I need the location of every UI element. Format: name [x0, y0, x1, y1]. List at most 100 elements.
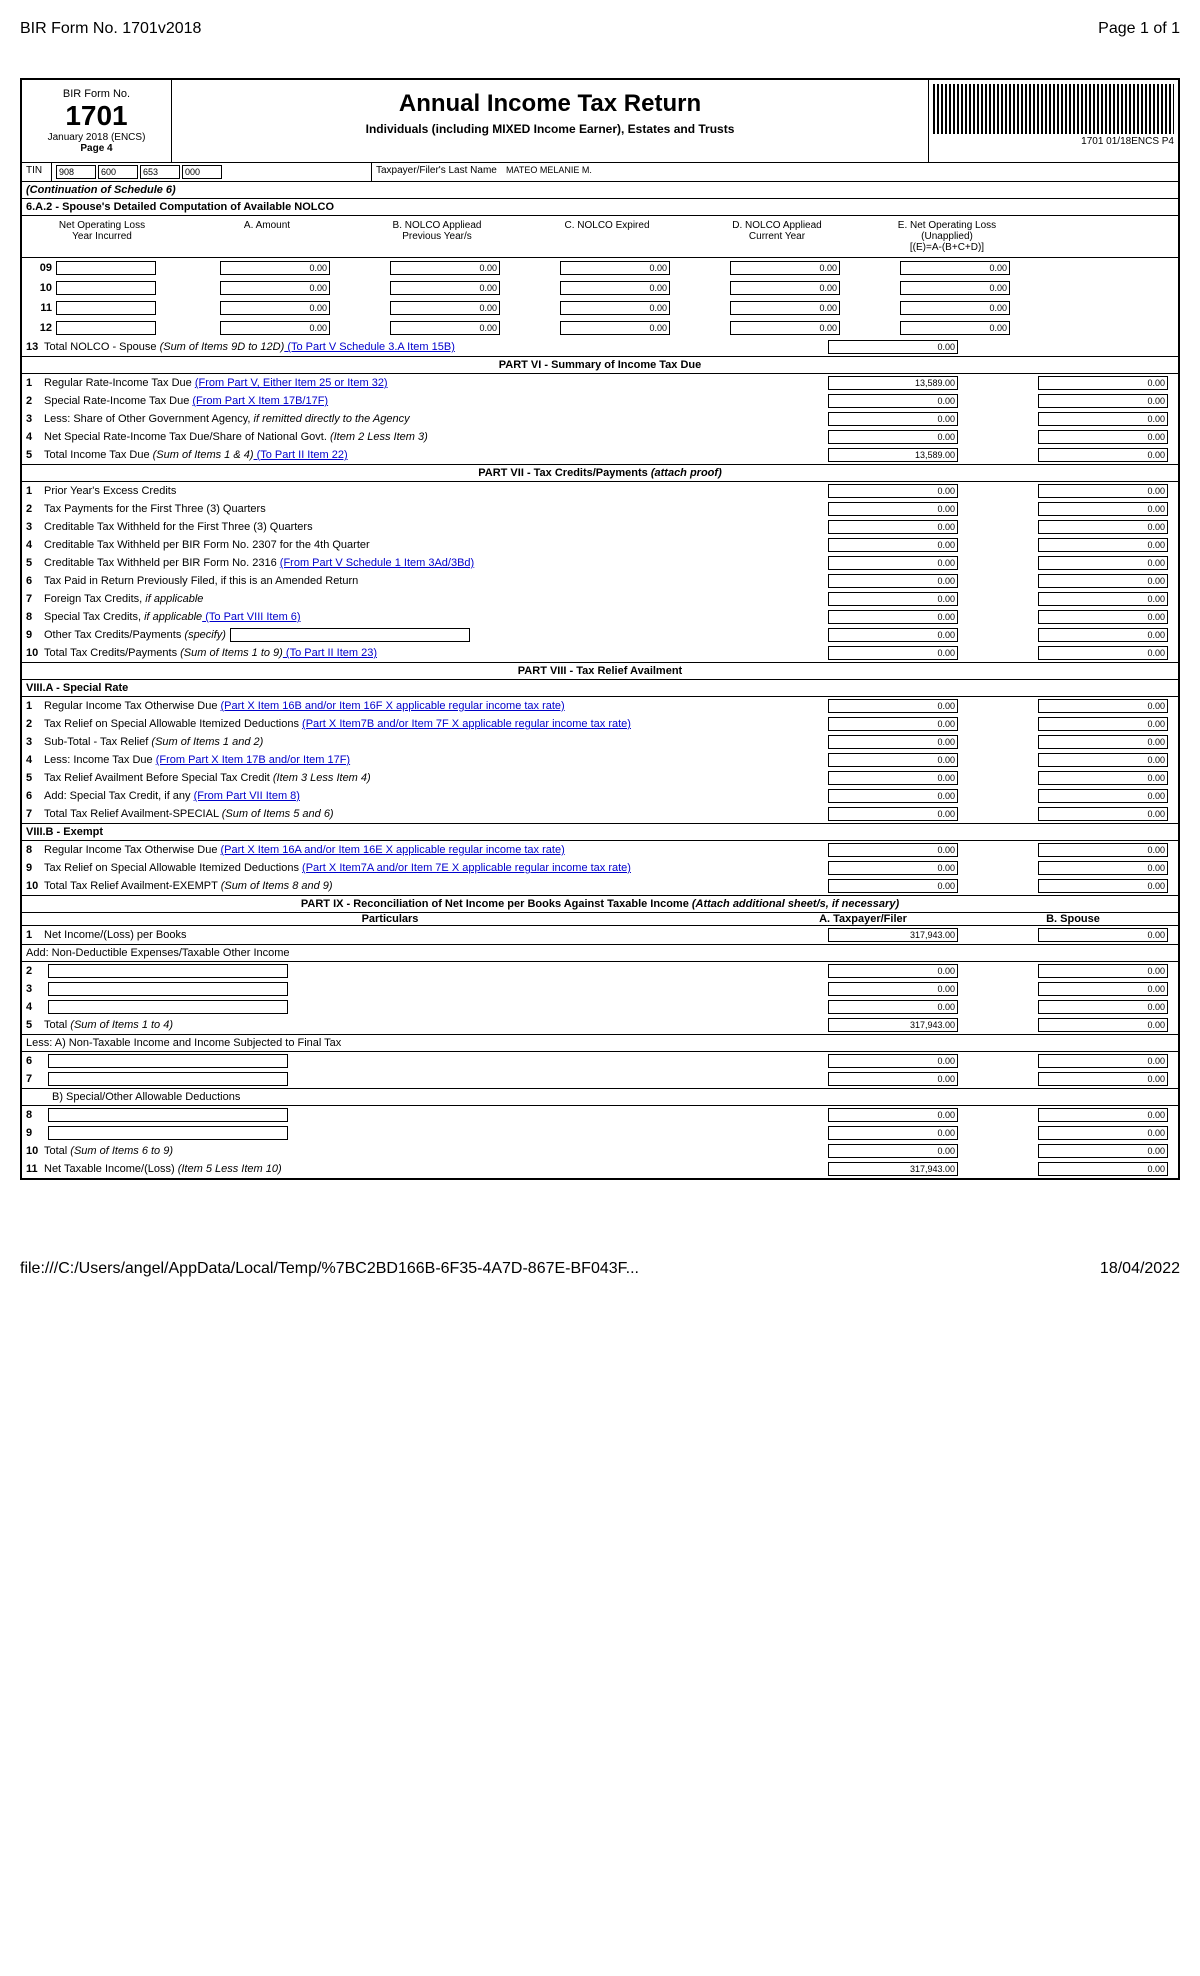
line-value-spouse[interactable]	[1038, 556, 1168, 570]
line-value-filer[interactable]	[828, 592, 958, 606]
line-value-filer[interactable]	[828, 556, 958, 570]
line-desc-input[interactable]	[230, 628, 470, 642]
line-value-spouse[interactable]	[1038, 1054, 1168, 1068]
line-link[interactable]: (From Part X Item 17B and/or Item 17F)	[156, 754, 350, 766]
nolco-value-input[interactable]	[730, 261, 840, 275]
line-value-filer[interactable]	[828, 735, 958, 749]
nolco-value-input[interactable]	[390, 321, 500, 335]
line-desc-input[interactable]	[48, 964, 288, 978]
nolco-value-input[interactable]	[220, 321, 330, 335]
nolco-value-input[interactable]	[390, 281, 500, 295]
line-value-filer[interactable]	[828, 717, 958, 731]
line-value-filer[interactable]	[828, 628, 958, 642]
line-value-spouse[interactable]	[1038, 412, 1168, 426]
line-value-spouse[interactable]	[1038, 592, 1168, 606]
line-link[interactable]: (Part X Item 16B and/or Item 16F X appli…	[221, 700, 565, 712]
line-value-spouse[interactable]	[1038, 574, 1168, 588]
line-value-filer[interactable]	[828, 538, 958, 552]
tin-input-1[interactable]	[56, 165, 96, 179]
nolco-value-input[interactable]	[390, 301, 500, 315]
line-link[interactable]: (Part X Item7B and/or Item 7F X applicab…	[302, 718, 631, 730]
nolco-value-input[interactable]	[730, 281, 840, 295]
line-value-spouse[interactable]	[1038, 964, 1168, 978]
line-link[interactable]: (To Part VIII Item 6)	[202, 611, 300, 623]
line-value-spouse[interactable]	[1038, 376, 1168, 390]
line-value-spouse[interactable]	[1038, 538, 1168, 552]
nolco-total-link[interactable]: (To Part V Schedule 3.A Item 15B)	[284, 341, 455, 353]
line-value-spouse[interactable]	[1038, 807, 1168, 821]
nolco-year-input[interactable]	[56, 321, 156, 335]
line-value-filer[interactable]	[828, 1162, 958, 1176]
line-value-filer[interactable]	[828, 394, 958, 408]
line-value-filer[interactable]	[828, 928, 958, 942]
line-link[interactable]: (From Part V, Either Item 25 or Item 32)	[195, 377, 388, 389]
nolco-value-input[interactable]	[900, 281, 1010, 295]
line-desc-input[interactable]	[48, 1108, 288, 1122]
line-value-filer[interactable]	[828, 484, 958, 498]
line-desc-input[interactable]	[48, 982, 288, 996]
line-value-spouse[interactable]	[1038, 1018, 1168, 1032]
line-value-filer[interactable]	[828, 1072, 958, 1086]
line-value-filer[interactable]	[828, 1054, 958, 1068]
line-value-filer[interactable]	[828, 1108, 958, 1122]
line-value-spouse[interactable]	[1038, 928, 1168, 942]
line-value-filer[interactable]	[828, 574, 958, 588]
line-link[interactable]: (From Part V Schedule 1 Item 3Ad/3Bd)	[280, 557, 474, 569]
line-value-spouse[interactable]	[1038, 448, 1168, 462]
line-value-spouse[interactable]	[1038, 879, 1168, 893]
line-value-spouse[interactable]	[1038, 717, 1168, 731]
line-value-spouse[interactable]	[1038, 1108, 1168, 1122]
line-value-spouse[interactable]	[1038, 628, 1168, 642]
line-value-filer[interactable]	[828, 646, 958, 660]
nolco-value-input[interactable]	[560, 301, 670, 315]
line-desc-input[interactable]	[48, 1054, 288, 1068]
line-value-filer[interactable]	[828, 430, 958, 444]
nolco-value-input[interactable]	[220, 261, 330, 275]
line-value-spouse[interactable]	[1038, 735, 1168, 749]
line-value-spouse[interactable]	[1038, 484, 1168, 498]
line-value-filer[interactable]	[828, 502, 958, 516]
line-value-filer[interactable]	[828, 448, 958, 462]
nolco-value-input[interactable]	[220, 301, 330, 315]
line-value-filer[interactable]	[828, 964, 958, 978]
line-value-spouse[interactable]	[1038, 789, 1168, 803]
nolco-value-input[interactable]	[560, 321, 670, 335]
nolco-total-val[interactable]	[828, 340, 958, 354]
line-value-filer[interactable]	[828, 412, 958, 426]
line-value-filer[interactable]	[828, 861, 958, 875]
line-value-spouse[interactable]	[1038, 1072, 1168, 1086]
line-value-filer[interactable]	[828, 982, 958, 996]
line-value-spouse[interactable]	[1038, 1162, 1168, 1176]
tin-input-4[interactable]	[182, 165, 222, 179]
nolco-year-input[interactable]	[56, 301, 156, 315]
line-value-filer[interactable]	[828, 843, 958, 857]
line-value-spouse[interactable]	[1038, 771, 1168, 785]
line-value-filer[interactable]	[828, 807, 958, 821]
line-value-spouse[interactable]	[1038, 699, 1168, 713]
line-value-filer[interactable]	[828, 771, 958, 785]
line-link[interactable]: (Part X Item7A and/or Item 7E X applicab…	[302, 862, 631, 874]
line-value-spouse[interactable]	[1038, 1126, 1168, 1140]
nolco-value-input[interactable]	[900, 301, 1010, 315]
nolco-year-input[interactable]	[56, 261, 156, 275]
line-value-spouse[interactable]	[1038, 520, 1168, 534]
nolco-value-input[interactable]	[560, 261, 670, 275]
nolco-value-input[interactable]	[900, 321, 1010, 335]
line-value-spouse[interactable]	[1038, 1000, 1168, 1014]
nolco-value-input[interactable]	[730, 301, 840, 315]
line-value-filer[interactable]	[828, 1000, 958, 1014]
nolco-value-input[interactable]	[560, 281, 670, 295]
line-value-spouse[interactable]	[1038, 610, 1168, 624]
line-value-spouse[interactable]	[1038, 982, 1168, 996]
line-value-spouse[interactable]	[1038, 1144, 1168, 1158]
line-value-spouse[interactable]	[1038, 753, 1168, 767]
line-value-filer[interactable]	[828, 879, 958, 893]
line-value-spouse[interactable]	[1038, 430, 1168, 444]
line-value-filer[interactable]	[828, 789, 958, 803]
line-value-filer[interactable]	[828, 1018, 958, 1032]
line-value-filer[interactable]	[828, 1144, 958, 1158]
nolco-value-input[interactable]	[730, 321, 840, 335]
line-value-spouse[interactable]	[1038, 646, 1168, 660]
line-value-spouse[interactable]	[1038, 861, 1168, 875]
line-desc-input[interactable]	[48, 1000, 288, 1014]
